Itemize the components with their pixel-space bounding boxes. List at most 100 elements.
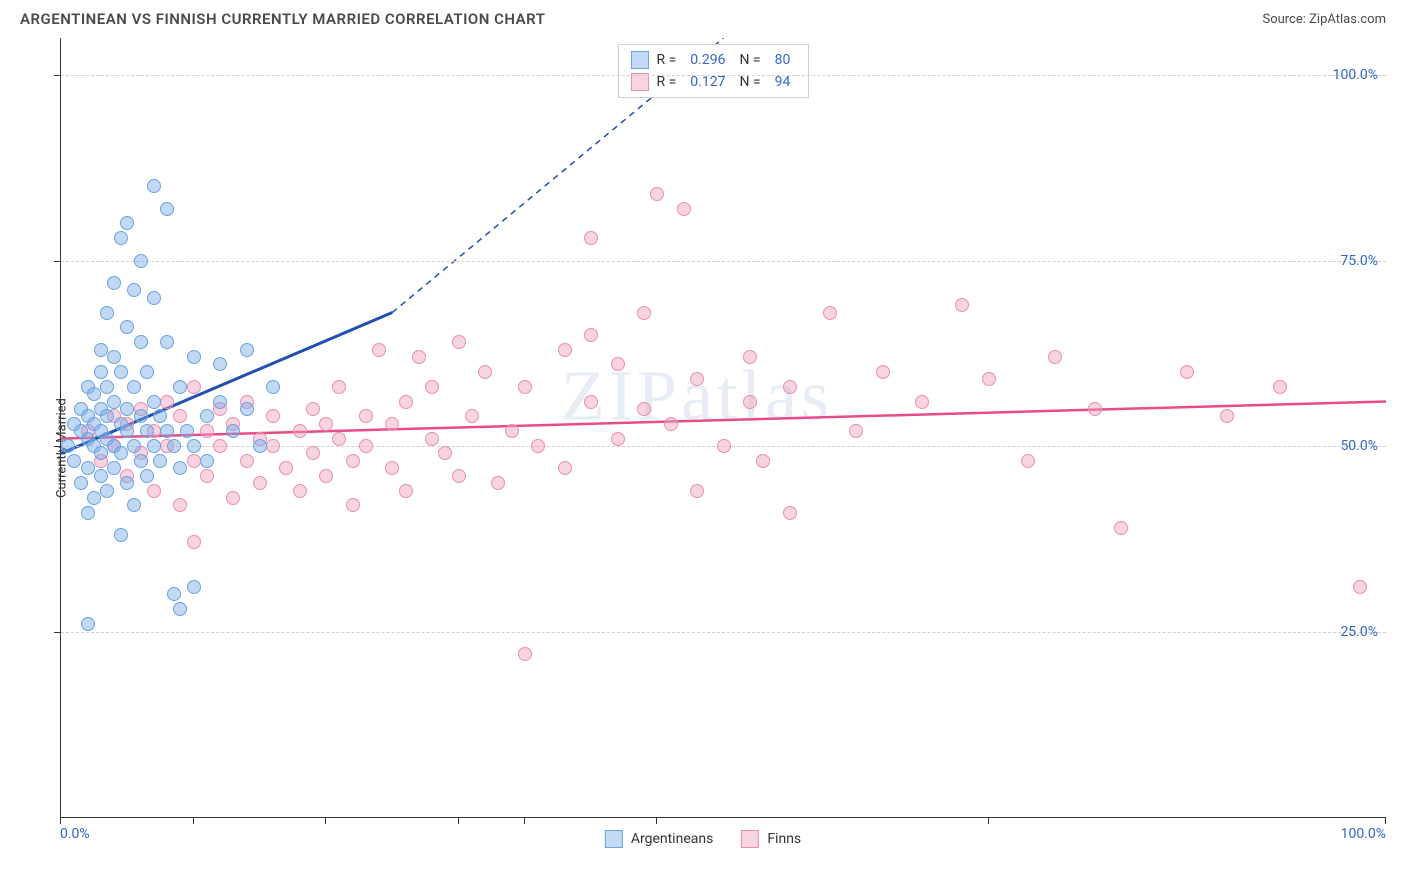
data-point <box>346 498 360 512</box>
data-point <box>226 491 240 505</box>
data-point <box>160 424 174 438</box>
x-tick-mark <box>656 818 657 824</box>
data-point <box>823 306 837 320</box>
data-point <box>153 454 167 468</box>
data-point <box>385 461 399 475</box>
data-point <box>491 476 505 490</box>
data-point <box>61 439 75 453</box>
data-point <box>915 395 929 409</box>
data-point <box>187 350 201 364</box>
x-axis-min-label: 0.0% <box>60 826 90 842</box>
data-point <box>637 306 651 320</box>
gridline <box>61 261 1386 262</box>
data-point <box>134 409 148 423</box>
data-point <box>637 402 651 416</box>
data-point <box>107 276 121 290</box>
data-point <box>187 454 201 468</box>
data-point <box>147 179 161 193</box>
data-point <box>1021 454 1035 468</box>
data-point <box>425 432 439 446</box>
trend-lines-layer <box>61 38 1386 817</box>
data-point <box>173 380 187 394</box>
data-point <box>584 328 598 342</box>
stats-row-series1: R = 0.296 N = 80 <box>631 49 797 71</box>
data-point <box>452 335 466 349</box>
legend-item-series2: Finns <box>741 830 801 848</box>
data-point <box>876 365 890 379</box>
y-tick-mark <box>54 632 60 633</box>
data-point <box>100 409 114 423</box>
data-point <box>81 461 95 475</box>
source-label: Source: ZipAtlas.com <box>1262 12 1386 27</box>
data-point <box>167 439 181 453</box>
data-point <box>187 535 201 549</box>
data-point <box>107 461 121 475</box>
data-point <box>74 476 88 490</box>
data-point <box>452 469 466 483</box>
data-point <box>200 424 214 438</box>
data-point <box>87 387 101 401</box>
data-point <box>1088 402 1102 416</box>
data-point <box>425 380 439 394</box>
data-point <box>1180 365 1194 379</box>
data-point <box>134 254 148 268</box>
watermark: ZIPatlas <box>561 355 833 438</box>
y-tick-mark <box>54 446 60 447</box>
stats-R-label: R = <box>657 74 677 90</box>
x-tick-mark <box>325 818 326 824</box>
data-point <box>213 395 227 409</box>
data-point <box>399 484 413 498</box>
data-point <box>127 380 141 394</box>
data-point <box>1048 350 1062 364</box>
data-point <box>584 231 598 245</box>
stats-R-label: R = <box>657 52 677 68</box>
data-point <box>114 231 128 245</box>
data-point <box>213 357 227 371</box>
data-point <box>94 446 108 460</box>
data-point <box>266 439 280 453</box>
data-point <box>650 187 664 201</box>
data-point <box>81 506 95 520</box>
y-tick-label: 50.0% <box>1340 438 1378 454</box>
data-point <box>359 409 373 423</box>
x-axis-max-label: 100.0% <box>1341 826 1386 842</box>
data-point <box>558 461 572 475</box>
data-point <box>114 528 128 542</box>
data-point <box>173 602 187 616</box>
chart-container: Currently Married ZIPatlas R = 0.296 N =… <box>20 38 1386 858</box>
data-point <box>505 424 519 438</box>
data-point <box>293 484 307 498</box>
data-point <box>756 454 770 468</box>
data-point <box>167 587 181 601</box>
data-point <box>743 395 757 409</box>
data-point <box>187 439 201 453</box>
data-point <box>319 417 333 431</box>
data-point <box>127 439 141 453</box>
x-tick-mark <box>524 818 525 824</box>
data-point <box>173 461 187 475</box>
data-point <box>611 432 625 446</box>
data-point <box>160 335 174 349</box>
data-point <box>100 380 114 394</box>
data-point <box>518 647 532 661</box>
x-tick-mark <box>1385 818 1386 824</box>
data-point <box>412 350 426 364</box>
data-point <box>147 291 161 305</box>
y-tick-mark <box>54 261 60 262</box>
data-point <box>518 380 532 394</box>
stats-R-value-1: 0.296 <box>690 52 725 68</box>
data-point <box>293 424 307 438</box>
y-tick-label: 100.0% <box>1333 67 1378 83</box>
data-point <box>200 454 214 468</box>
data-point <box>120 216 134 230</box>
data-point <box>187 380 201 394</box>
data-point <box>187 580 201 594</box>
data-point <box>114 365 128 379</box>
data-point <box>120 476 134 490</box>
data-point <box>107 395 121 409</box>
data-point <box>1273 380 1287 394</box>
data-point <box>100 484 114 498</box>
data-point <box>180 424 194 438</box>
legend-label-series1: Argentineans <box>631 831 713 847</box>
data-point <box>140 365 154 379</box>
